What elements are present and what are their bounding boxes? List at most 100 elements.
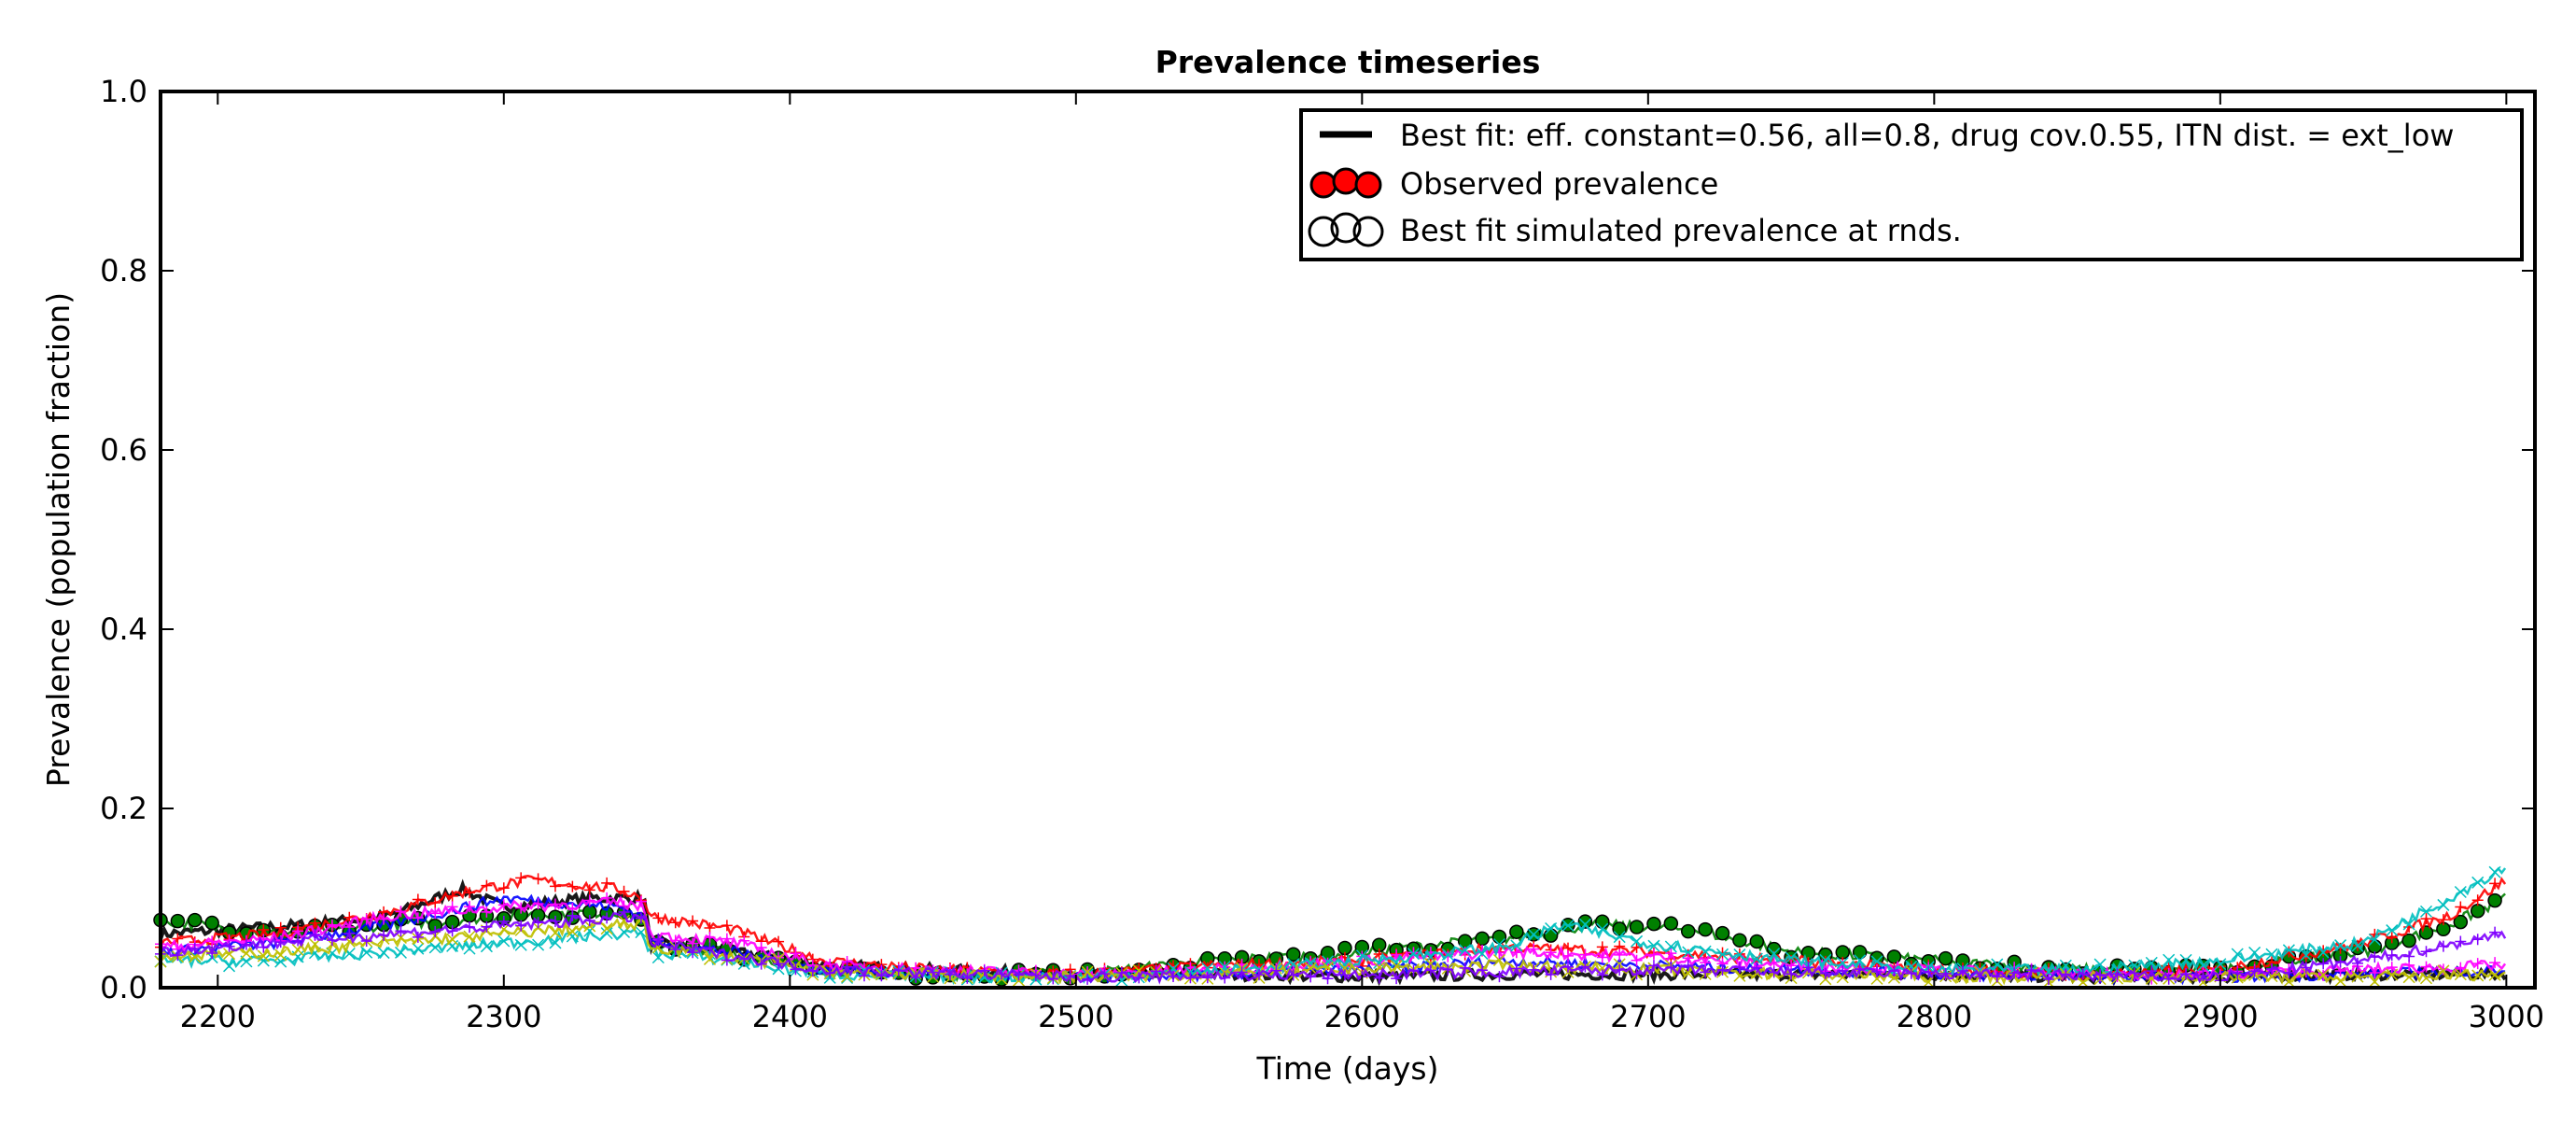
series-point	[601, 877, 613, 889]
series-point	[1733, 948, 1746, 962]
series-point	[446, 925, 458, 937]
series-point	[1750, 952, 1763, 965]
series-point	[343, 927, 356, 939]
series-point	[1716, 964, 1729, 976]
series-point	[2163, 953, 2176, 966]
series-point	[1647, 960, 1659, 972]
series-point	[1168, 970, 1180, 982]
series-point	[532, 873, 544, 885]
series-point	[2093, 958, 2107, 971]
series-point	[446, 901, 458, 913]
series-point	[2471, 876, 2485, 889]
series-point	[1477, 964, 1489, 976]
series-point	[204, 915, 219, 931]
series-point	[755, 958, 767, 970]
series-point	[669, 917, 681, 929]
series-point	[1700, 957, 1712, 969]
series-point	[1407, 964, 1420, 976]
series-point	[1424, 964, 1436, 976]
series-point	[497, 934, 511, 948]
series-point	[395, 906, 407, 918]
series-point	[1665, 948, 1677, 960]
legend-label-best-fit: Best fit: eff. constant=0.56, all=0.8, d…	[1400, 118, 2454, 153]
series-point	[687, 947, 699, 959]
series-point	[223, 940, 235, 952]
series-point	[1459, 944, 1472, 957]
series-point	[652, 912, 665, 924]
series-point	[464, 887, 476, 899]
series-point	[1132, 964, 1145, 977]
series-point	[2248, 946, 2261, 959]
plot-frame	[159, 90, 2537, 990]
x-tick-label: 2900	[2182, 999, 2258, 1034]
series-point	[532, 938, 545, 951]
series-point	[2077, 968, 2089, 980]
series-point	[1201, 972, 1213, 984]
series-point	[2094, 969, 2107, 981]
series-point	[1871, 965, 1883, 977]
series-point	[1870, 955, 1883, 968]
series-point	[1854, 963, 1866, 976]
y-tick-label: 0.6	[100, 432, 147, 468]
series-point	[1543, 928, 1559, 943]
series-point	[549, 898, 561, 910]
series-point	[1733, 969, 1746, 982]
series-point	[2454, 968, 2467, 981]
series-point	[1099, 968, 1111, 980]
series-point	[549, 926, 562, 939]
series-point	[1287, 969, 1299, 981]
series-point	[2386, 949, 2398, 962]
series-point	[188, 912, 203, 928]
series-7	[155, 906, 2507, 987]
series-point	[2437, 914, 2449, 926]
series-point	[824, 967, 836, 979]
series-point	[1407, 948, 1421, 961]
y-tick-label: 0.4	[100, 611, 147, 647]
series-point	[2128, 967, 2140, 979]
series-point	[2368, 933, 2381, 947]
series-point	[583, 894, 595, 906]
series-point	[2300, 948, 2313, 962]
series-point	[1680, 923, 1696, 939]
legend: Best fit: eff. constant=0.56, all=0.8, d…	[1299, 108, 2524, 261]
series-point	[2454, 885, 2467, 899]
series-point	[669, 944, 681, 956]
series-point	[773, 935, 785, 948]
series-point	[412, 931, 424, 943]
series-point	[2266, 962, 2278, 975]
series-point	[240, 938, 252, 950]
series-point	[1322, 955, 1335, 968]
series-point	[549, 880, 561, 892]
series-point	[2386, 968, 2399, 981]
series-point	[360, 913, 372, 925]
series-point	[1631, 934, 1644, 948]
series-point	[1528, 963, 1540, 976]
series-point	[601, 892, 613, 904]
y-tick-label: 0.8	[100, 253, 147, 288]
series-point	[1577, 914, 1593, 929]
series-point	[2488, 865, 2501, 878]
series-point	[2145, 956, 2158, 969]
series-point	[1715, 948, 1729, 961]
series-point	[515, 872, 527, 884]
series-point	[978, 964, 990, 976]
series-point	[497, 882, 510, 894]
series-point	[2196, 959, 2209, 972]
series-point	[1596, 969, 1608, 981]
series-point	[532, 917, 544, 929]
series-point	[257, 949, 270, 962]
series-line	[159, 909, 2507, 985]
series-point	[2163, 973, 2175, 985]
series-point	[515, 920, 527, 932]
series-point	[1322, 973, 1334, 985]
series-point	[1579, 948, 1591, 961]
series-layer	[153, 865, 2507, 989]
series-point	[1270, 964, 1282, 976]
series-point	[1631, 968, 1643, 980]
series-point	[2197, 969, 2209, 981]
series-point	[1612, 921, 1627, 936]
series-point	[2334, 975, 2347, 988]
series-point	[2317, 968, 2330, 981]
